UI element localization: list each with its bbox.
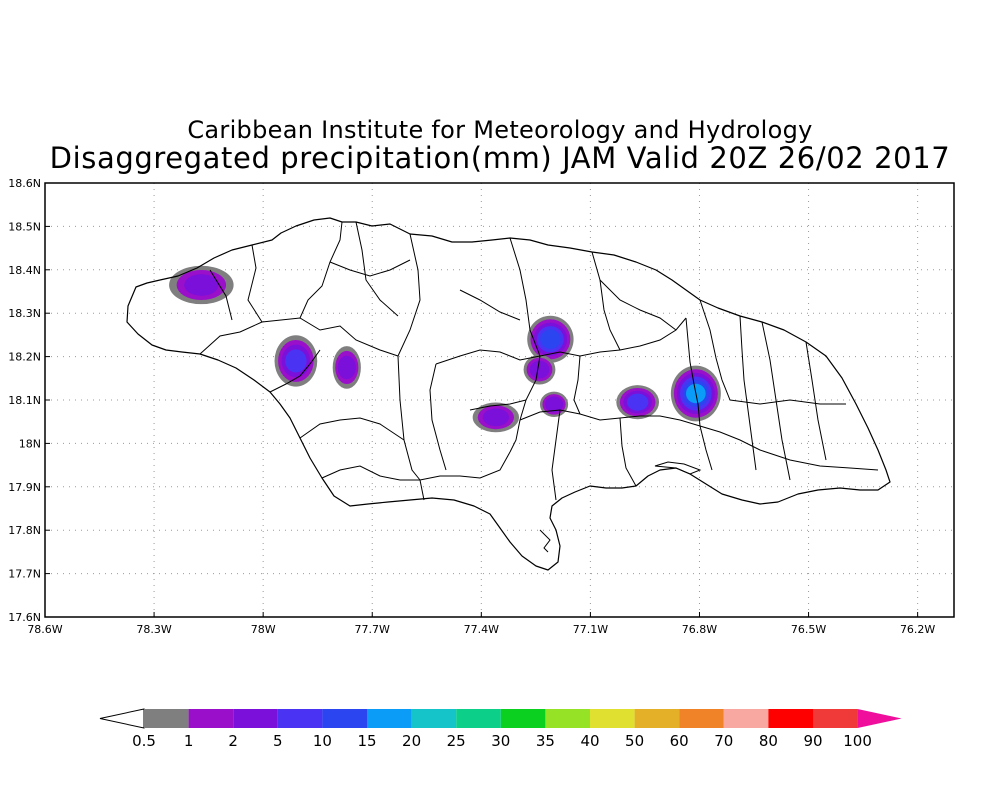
precip-cell xyxy=(616,385,660,420)
precip-cell xyxy=(169,265,234,305)
colorbar-label: 0.5 xyxy=(132,732,156,750)
precip-cell xyxy=(527,315,574,363)
precip-shading xyxy=(169,265,721,433)
colorbar-swatch xyxy=(188,709,234,728)
precip-contour xyxy=(540,329,561,349)
parish-boundaries xyxy=(199,221,879,501)
precip-contour xyxy=(285,349,307,373)
x-tick-label: 78.3W xyxy=(136,623,171,636)
x-tick-label: 76.8W xyxy=(682,623,717,636)
y-tick-label: 18N xyxy=(19,437,41,450)
colorbar-label: 5 xyxy=(273,732,283,750)
map-frame xyxy=(44,182,955,618)
y-tick-label: 17.9N xyxy=(8,481,41,494)
x-tick-label: 76.2W xyxy=(900,623,935,636)
colorbar-swatch xyxy=(456,709,501,728)
x-tick-label: 77.7W xyxy=(355,623,390,636)
x-axis-ticks: 78.6W 78.3W 78W 77.7W 77.4W 77.1W 76.8W 76.5W 76… xyxy=(27,612,935,636)
y-tick-label: 17.6N xyxy=(8,611,41,624)
colorbar-label: 40 xyxy=(580,732,599,750)
x-tick-label: 77.1W xyxy=(573,623,608,636)
colorbar-swatch xyxy=(144,709,189,728)
colorbar-label: 30 xyxy=(491,732,510,750)
colorbar-label: 2 xyxy=(228,732,238,750)
y-axis-ticks: 18.6N 18.5N 18.4N 18.3N 18.2N 18.1N 18N 17.9N 17… xyxy=(8,177,50,624)
colorbar-swatch xyxy=(545,709,590,728)
colorbar-swatch xyxy=(590,709,635,728)
y-tick-label: 18.4N xyxy=(8,264,41,277)
colorbar-label: 50 xyxy=(625,732,644,750)
title-institute: Caribbean Institute for Meteorology and … xyxy=(187,116,813,144)
precip-cell xyxy=(472,402,520,433)
x-tick-label: 78W xyxy=(251,623,276,636)
precip-cell xyxy=(523,354,556,385)
colorbar-label: 70 xyxy=(714,732,733,750)
colorbar-label: 15 xyxy=(357,732,376,750)
precip-contour xyxy=(184,274,219,296)
y-tick-label: 18.6N xyxy=(8,177,41,190)
x-tick-label: 78.6W xyxy=(27,623,62,636)
x-tick-label: 77.4W xyxy=(464,623,499,636)
y-tick-label: 18.3N xyxy=(8,307,41,320)
colorbar-label: 90 xyxy=(803,732,822,750)
colorbar: 0.5 1 2 5 10 15 20 25 30 35 40 50 60 70 80 90 100 xyxy=(99,708,902,750)
colorbar-label: 100 xyxy=(843,732,872,750)
precip-cell xyxy=(539,391,569,418)
jamaica-coastline xyxy=(126,217,891,571)
x-tick-label: 76.5W xyxy=(791,623,826,636)
colorbar-swatch xyxy=(723,709,769,728)
colorbar-swatch xyxy=(813,709,858,728)
y-tick-label: 18.2N xyxy=(8,351,41,364)
precip-contour xyxy=(545,396,564,413)
colorbar-label: 35 xyxy=(536,732,555,750)
precip-contour xyxy=(529,360,550,379)
colorbar-swatch xyxy=(322,709,367,728)
precip-cell xyxy=(332,346,361,389)
y-tick-label: 17.7N xyxy=(8,568,41,581)
map-gridlines xyxy=(45,183,954,617)
colorbar-label: 1 xyxy=(184,732,194,750)
y-tick-label: 18.5N xyxy=(8,220,41,233)
colorbar-swatch xyxy=(277,709,323,728)
colorbar-swatch xyxy=(768,709,813,728)
colorbar-swatch xyxy=(233,709,278,728)
precip-cell xyxy=(274,335,318,387)
colorbar-swatch xyxy=(500,709,546,728)
title-product: Disaggregated precipitation(mm) JAM Vali… xyxy=(49,141,951,175)
colorbar-label: 25 xyxy=(447,732,466,750)
colorbar-low-arrow xyxy=(99,708,145,729)
precip-cell xyxy=(670,365,721,422)
y-tick-label: 17.8N xyxy=(8,524,41,537)
colorbar-label: 20 xyxy=(402,732,421,750)
colorbar-swatch xyxy=(679,709,724,728)
precip-contour xyxy=(626,393,649,411)
colorbar-label: 10 xyxy=(313,732,332,750)
precip-contour xyxy=(337,355,356,380)
colorbar-swatch xyxy=(634,709,680,728)
colorbar-label: 60 xyxy=(670,732,689,750)
colorbar-label: 80 xyxy=(759,732,778,750)
colorbar-swatch xyxy=(367,709,412,728)
colorbar-swatch xyxy=(411,709,457,728)
precip-contour xyxy=(482,408,509,427)
kingston-harbour-outline xyxy=(539,461,702,553)
colorbar-high-arrow xyxy=(857,709,902,728)
y-tick-label: 18.1N xyxy=(8,394,41,407)
